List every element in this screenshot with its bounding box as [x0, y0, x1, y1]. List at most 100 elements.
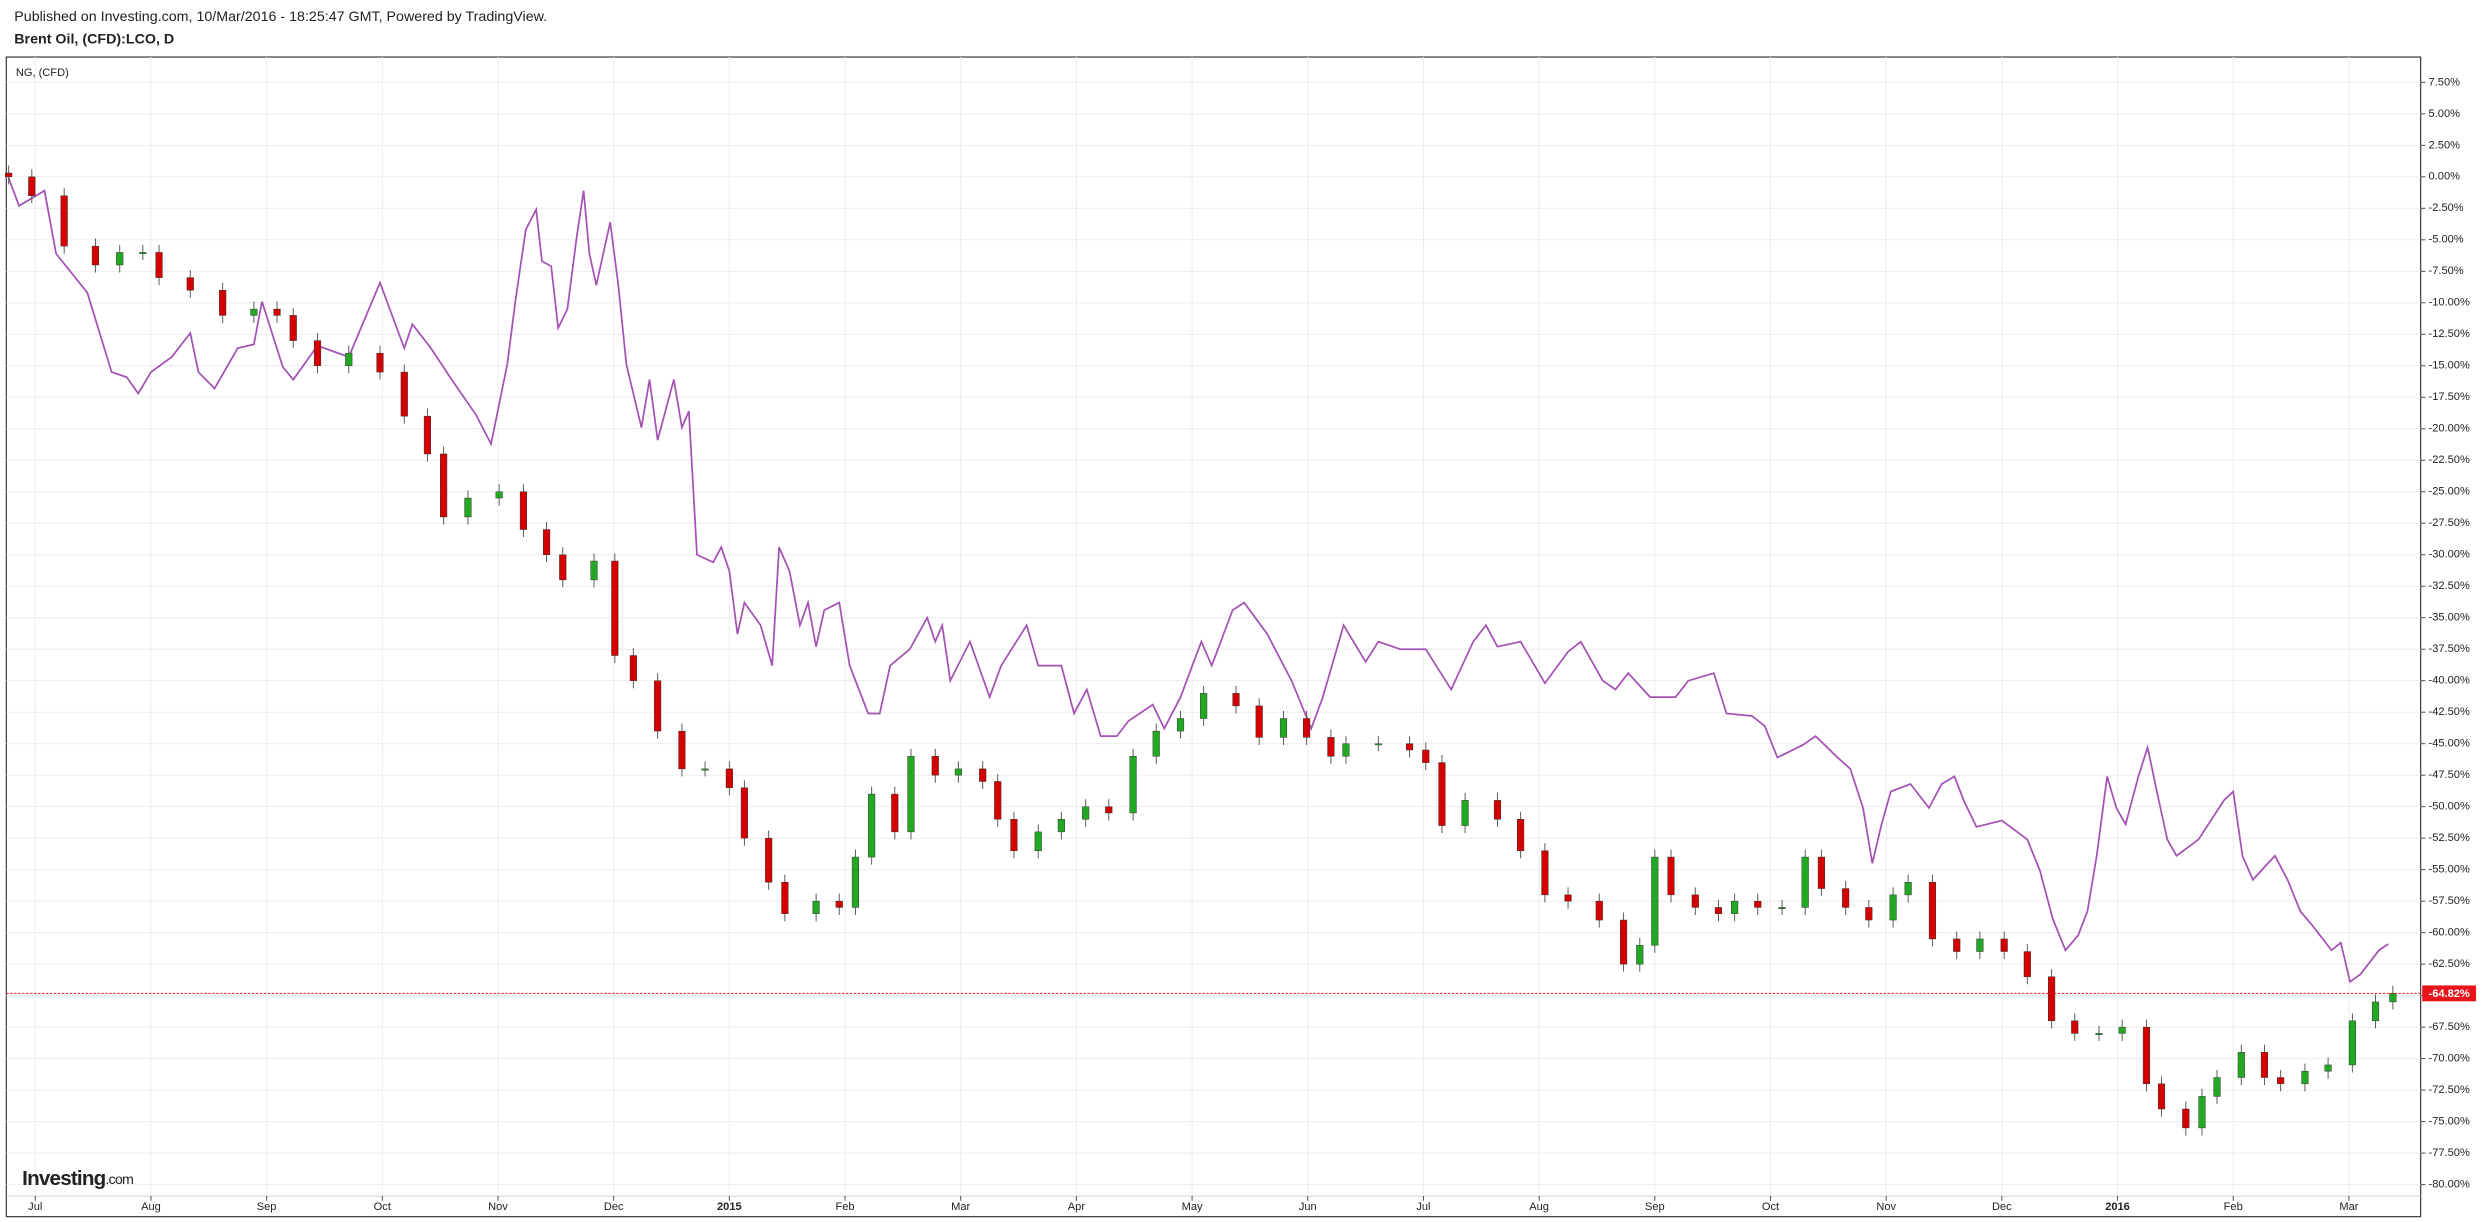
candle-body: [1057, 819, 1065, 833]
candle-body: [559, 554, 567, 581]
x-tick-label: Oct: [374, 1201, 391, 1213]
candle-body: [2118, 1026, 2126, 1034]
y-tick-label: 5.00%: [2429, 108, 2461, 120]
legend-label: NG, (CFD): [16, 67, 69, 79]
y-tick-label: -60.00%: [2429, 927, 2470, 939]
candle-body: [2048, 976, 2056, 1022]
candle-body: [423, 415, 431, 455]
candle-body: [994, 781, 1002, 820]
y-tick-label: 2.50%: [2429, 139, 2461, 151]
x-tick-label: Jun: [1299, 1201, 1317, 1213]
candle-body: [2371, 1001, 2380, 1022]
candle-body: [781, 882, 789, 914]
candle-body: [1517, 819, 1525, 852]
y-tick-label: -25.00%: [2429, 486, 2470, 498]
y-tick-label: -75.00%: [2429, 1116, 2470, 1128]
candle-body: [1636, 945, 1644, 965]
candle-body: [931, 756, 939, 776]
candle-body: [543, 529, 551, 555]
candle-body: [907, 756, 915, 833]
y-tick-label: -77.50%: [2429, 1147, 2470, 1159]
x-tick-label: Feb: [2224, 1201, 2243, 1213]
candle-body: [1152, 730, 1160, 757]
x-tick-label: Oct: [1762, 1201, 1779, 1213]
candle-body: [725, 768, 733, 789]
candle-body: [2260, 1052, 2269, 1078]
candle-body: [1082, 806, 1090, 820]
candle-body: [28, 176, 36, 196]
candle-body: [1889, 894, 1897, 921]
candle-body: [1279, 718, 1288, 738]
y-tick-label: -5.00%: [2429, 234, 2464, 246]
y-tick-label: -55.00%: [2429, 864, 2470, 876]
candle-body: [1865, 907, 1873, 921]
y-tick-label: -7.50%: [2429, 265, 2464, 277]
marks: [5, 165, 2421, 1136]
x-tick-label: Dec: [604, 1201, 624, 1213]
y-tick-label: -32.50%: [2429, 580, 2470, 592]
y-tick-label: -42.50%: [2429, 706, 2470, 718]
x-tick-label: Aug: [1529, 1201, 1549, 1213]
candle-body: [1034, 831, 1042, 852]
y-tick-label: -47.50%: [2429, 769, 2470, 781]
candle-body: [1232, 693, 1240, 707]
x-tick-label: Jul: [1416, 1201, 1430, 1213]
y-tick-label: -57.50%: [2429, 895, 2470, 907]
y-tick-label: -40.00%: [2429, 675, 2470, 687]
candle-body: [2023, 951, 2031, 977]
candle-body: [701, 768, 709, 771]
candle-body: [2237, 1052, 2245, 1078]
candle-body: [2071, 1020, 2079, 1034]
candle-body: [678, 730, 686, 770]
y-tick-label: 0.00%: [2429, 171, 2461, 183]
last-price-label: -64.82%: [2429, 988, 2470, 1000]
y-tick-label: -35.00%: [2429, 612, 2470, 624]
candle-body: [1200, 693, 1208, 719]
candle-body: [139, 252, 147, 254]
candle-body: [1105, 806, 1113, 814]
y-tick-label: -2.50%: [2429, 202, 2464, 214]
candle-body: [1327, 737, 1335, 757]
candle-body: [1303, 718, 1311, 738]
labels: 7.50% 5.00% 2.50% 0.00% -2.50% -5.00% -7.50% -1…: [16, 67, 2477, 1213]
y-tick-label: -37.50%: [2429, 643, 2470, 655]
candle-body: [2277, 1077, 2285, 1085]
candle-body: [851, 856, 860, 908]
x-tick-label: Apr: [1068, 1201, 1086, 1213]
candle-body: [519, 491, 528, 530]
candle-body: [440, 453, 448, 518]
candle-body: [1129, 756, 1137, 814]
y-tick-label: -45.00%: [2429, 738, 2470, 750]
candle-body: [1541, 850, 1549, 896]
candle-body: [1422, 749, 1430, 763]
candle-body: [590, 560, 598, 581]
candle-body: [250, 308, 258, 316]
candle-body: [1842, 888, 1850, 908]
candle-body: [1374, 743, 1382, 746]
y-tick-label: -67.50%: [2429, 1021, 2470, 1033]
x-tick-label: Nov: [488, 1201, 508, 1213]
candle-body: [464, 497, 472, 518]
candle-body: [1651, 856, 1659, 946]
candle-body: [273, 308, 281, 316]
y-tick-label: 7.50%: [2429, 76, 2461, 88]
symbol-title: Brent Oil, (CFD):LCO, D: [14, 31, 174, 47]
candle-body: [1691, 894, 1699, 908]
candle-body: [1754, 900, 1762, 908]
candle-body: [1406, 743, 1414, 751]
candle-body: [2324, 1064, 2332, 1072]
candle-body: [2389, 993, 2397, 1003]
x-tick-label: 2016: [2105, 1201, 2130, 1213]
candle-body: [979, 768, 987, 782]
candle-body: [1904, 882, 1912, 896]
grid: [6, 57, 2426, 1201]
candle-body: [2301, 1070, 2309, 1085]
y-tick-label: -17.50%: [2429, 391, 2470, 403]
candle-body: [1801, 856, 1809, 908]
x-tick-label: Sep: [1645, 1201, 1665, 1213]
candle-body: [345, 352, 353, 367]
candle-body: [1667, 856, 1675, 896]
candle-body: [186, 277, 194, 291]
candle-body: [2142, 1026, 2151, 1085]
